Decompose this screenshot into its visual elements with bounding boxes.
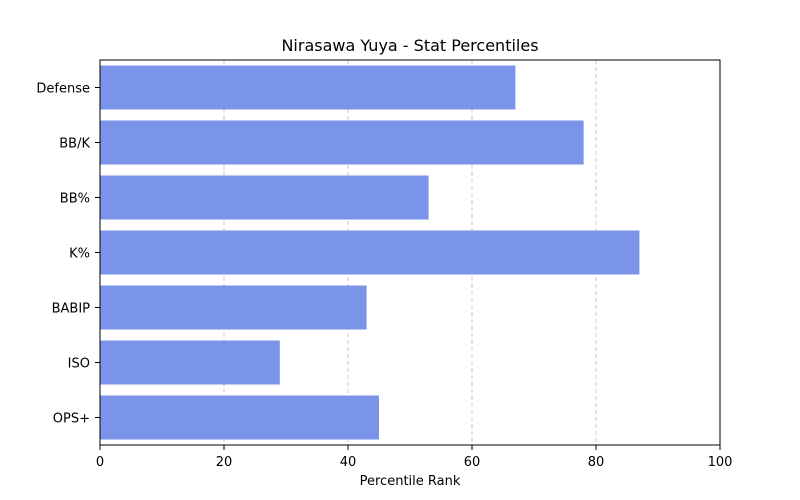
x-tick-label: 80 (588, 455, 605, 470)
y-tick-label: BABIP (52, 302, 91, 317)
x-axis-label: Percentile Rank (360, 474, 461, 489)
x-tick-label: 60 (464, 455, 481, 470)
y-axis: Defense BB/K BB% K% BABIP ISO OPS+ (36, 82, 100, 427)
bar (100, 120, 584, 165)
y-tick-label: BB% (60, 192, 90, 207)
bars (100, 65, 640, 440)
bar (100, 285, 367, 330)
chart-title: Nirasawa Yuya - Stat Percentiles (281, 36, 538, 55)
x-axis: 0 20 40 60 80 100 (96, 445, 733, 470)
bar (100, 230, 640, 275)
bar (100, 65, 516, 110)
bar (100, 175, 429, 220)
y-tick-label: OPS+ (53, 412, 90, 427)
y-tick-label: BB/K (59, 137, 90, 152)
x-tick-label: 100 (708, 455, 733, 470)
y-tick-label: K% (69, 247, 90, 262)
x-tick-label: 20 (216, 455, 233, 470)
y-tick-label: Defense (36, 82, 90, 97)
bar (100, 395, 379, 440)
bar (100, 340, 280, 385)
y-tick-label: ISO (68, 357, 90, 372)
x-tick-label: 0 (96, 455, 104, 470)
x-tick-label: 40 (340, 455, 357, 470)
